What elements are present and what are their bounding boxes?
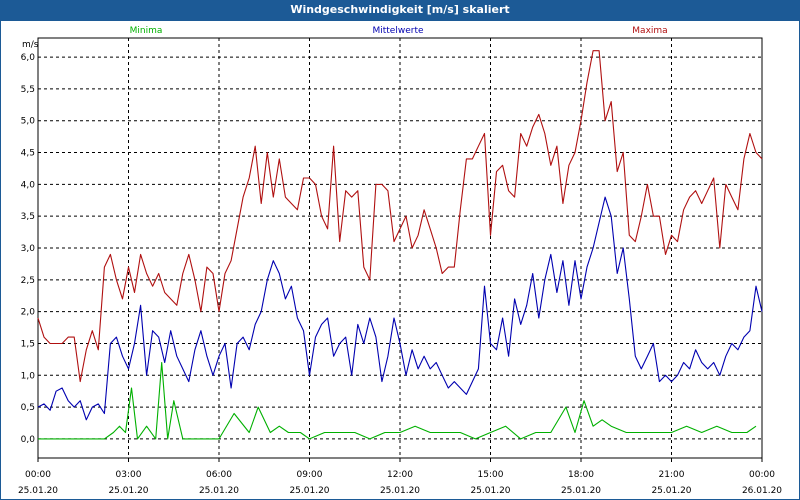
x-tick-time: 18:00 — [568, 470, 594, 480]
chart-title: Windgeschwindigkeit [m/s] skaliert — [0, 0, 800, 20]
y-tick-label: 6,0 — [21, 53, 36, 63]
y-tick-label: 1,0 — [21, 371, 36, 381]
x-tick-date: 25.01.20 — [108, 486, 148, 496]
y-tick-label: 0,5 — [21, 403, 35, 413]
x-tick-date: 26.01.20 — [742, 486, 782, 496]
series-lines — [37, 50, 763, 440]
x-tick-date: 25.01.20 — [651, 486, 691, 496]
legend-minima: Minima — [130, 26, 163, 36]
x-tick-time: 12:00 — [387, 470, 413, 480]
x-tick-date: 25.01.20 — [561, 486, 601, 496]
series-line-minima — [38, 361, 757, 440]
y-tick-label: 4,5 — [21, 149, 35, 159]
y-axis-label: m/s — [22, 40, 39, 50]
legend-maxima: Maxima — [632, 26, 667, 36]
y-tick-label: 0,0 — [21, 435, 36, 445]
y-tick-label: 2,0 — [21, 308, 36, 318]
x-tick-time: 03:00 — [116, 470, 142, 480]
y-tick-label: 2,5 — [21, 276, 35, 286]
x-tick-time: 09:00 — [297, 470, 323, 480]
x-tick-time: 06:00 — [206, 470, 232, 480]
series-line-mittelwerte — [37, 196, 763, 421]
series-line-maxima — [37, 50, 763, 383]
x-tick-date: 25.01.20 — [470, 486, 510, 496]
x-tick-time: 15:00 — [478, 470, 504, 480]
y-tick-label: 5,5 — [21, 85, 35, 95]
x-axis-ticks: 00:00 25.01.20 03:00 25.01.20 06:00 25.01.20 0… — [18, 458, 782, 496]
y-tick-label: 1,5 — [21, 339, 35, 349]
x-tick-date: 25.01.20 — [199, 486, 239, 496]
legend-mittelwerte: Mittelwerte — [372, 26, 423, 36]
x-tick-date: 25.01.20 — [289, 486, 329, 496]
y-tick-label: 4,0 — [21, 180, 36, 190]
y-tick-label: 3,5 — [21, 212, 35, 222]
y-tick-label: 3,0 — [21, 244, 36, 254]
x-tick-time: 00:00 — [25, 470, 51, 480]
x-tick-date: 25.01.20 — [18, 486, 58, 496]
x-tick-date: 25.01.20 — [380, 486, 420, 496]
y-axis-ticks: 0,0 0,5 1,0 1,5 2,0 2,5 3,0 3,5 4,0 4,5 5,0 5,5 6,0 — [21, 53, 36, 445]
x-tick-time: 00:00 — [749, 470, 775, 480]
grid-lines — [38, 38, 762, 458]
y-tick-label: 5,0 — [21, 117, 36, 127]
x-tick-time: 21:00 — [659, 470, 685, 480]
